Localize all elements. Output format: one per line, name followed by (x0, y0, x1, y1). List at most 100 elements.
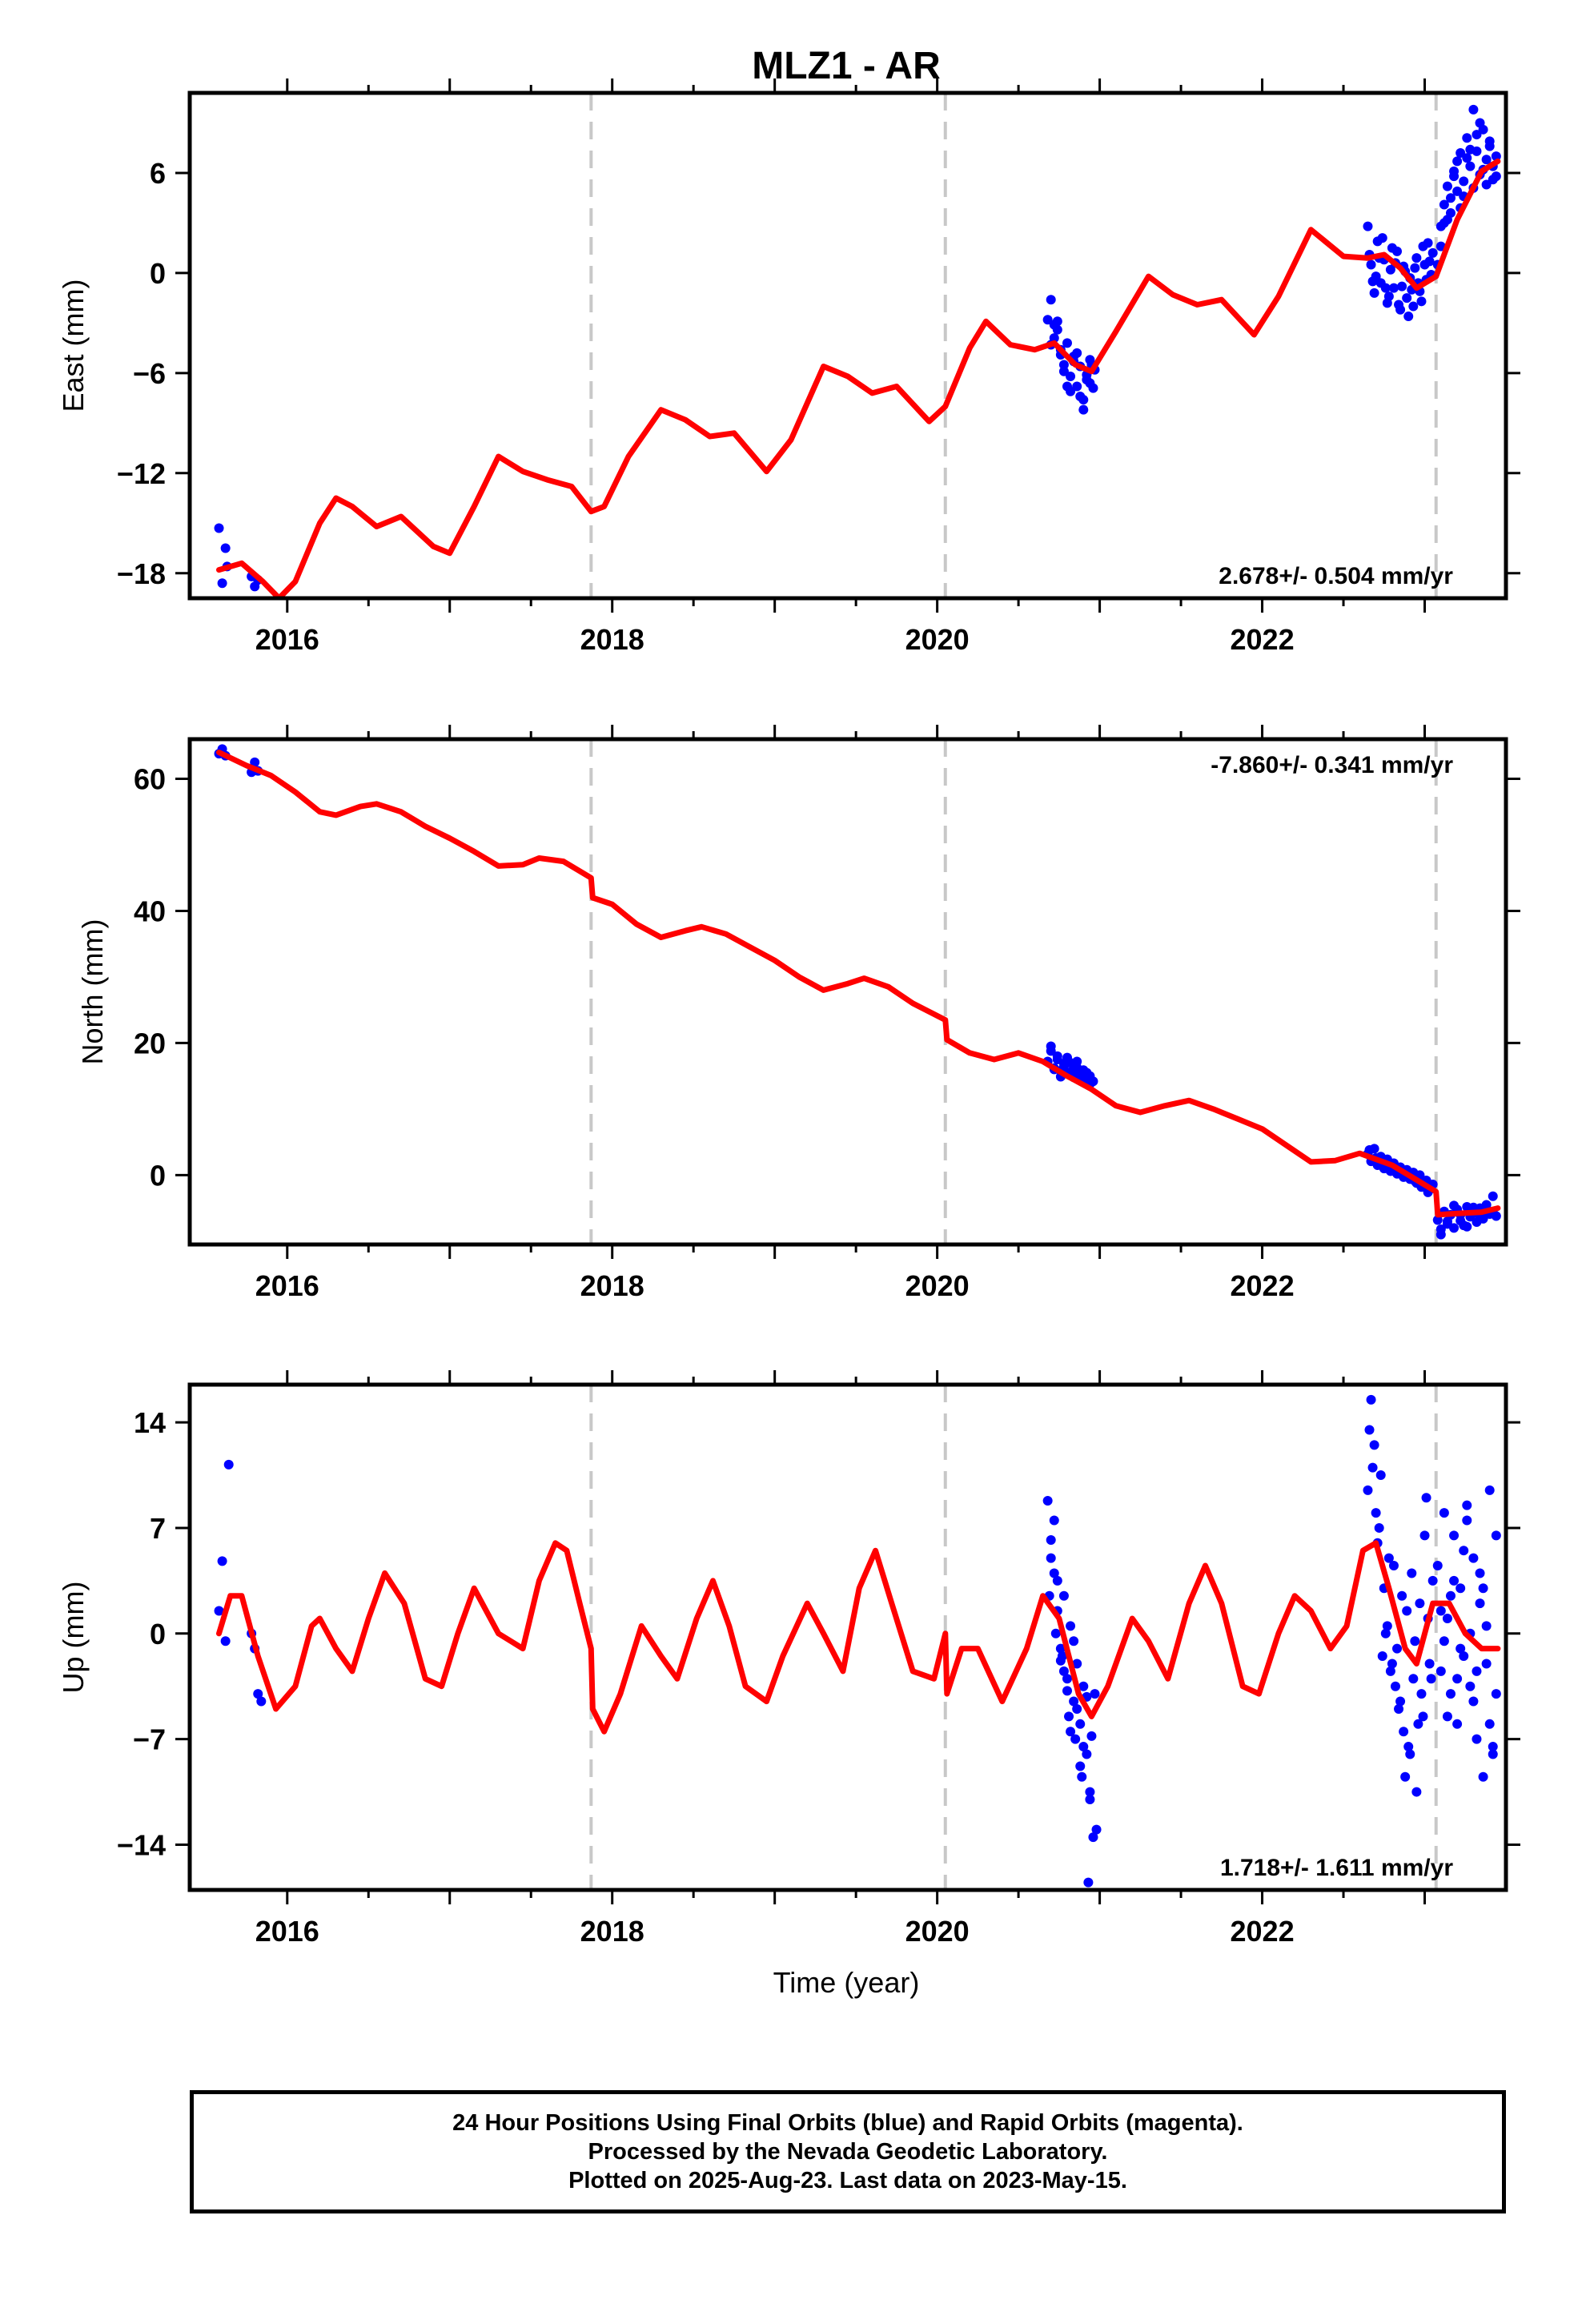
north-xtick-label: 2018 (580, 1269, 644, 1302)
up-xtick-label: 2016 (255, 1915, 319, 1948)
up-data-point (1380, 1628, 1391, 1638)
up-data-point (1478, 1583, 1488, 1594)
up-data-point (1075, 1761, 1086, 1771)
footer-box: 24 Hour Positions Using Final Orbits (bl… (190, 2090, 1506, 2213)
east-data-point (1403, 312, 1414, 322)
up-data-point (1400, 1771, 1411, 1782)
up-data-point (1481, 1659, 1492, 1669)
east-y-axis-label: East (mm) (57, 279, 90, 412)
up-data-point (1078, 1742, 1089, 1752)
north-data-point (1364, 1145, 1375, 1156)
up-data-point (1388, 1561, 1399, 1571)
up-data-point (1491, 1689, 1501, 1699)
east-data-point (1402, 293, 1412, 304)
up-data-point (1435, 1666, 1446, 1676)
north-xtick-label: 2016 (255, 1269, 319, 1302)
north-rate-label: -7.860+/- 0.341 mm/yr (1211, 752, 1453, 778)
north-data-point (1462, 1221, 1472, 1232)
up-data-point (1057, 1651, 1067, 1662)
up-ytick-label: 7 (150, 1512, 166, 1545)
east-data-point (1385, 264, 1395, 275)
east-data-point (1078, 404, 1089, 415)
east-data-point (1481, 155, 1492, 165)
up-rate-label: 1.718+/- 1.611 mm/yr (1220, 1855, 1453, 1881)
east-data-point (1472, 130, 1482, 140)
up-data-point (1385, 1666, 1395, 1676)
up-ytick-label: 0 (150, 1618, 166, 1651)
east-data-point (1427, 247, 1438, 258)
up-y-axis-label: Up (mm) (57, 1582, 90, 1694)
north-data-point (1442, 1216, 1452, 1227)
east-data-point (220, 543, 231, 553)
up-ytick-label: −7 (133, 1723, 166, 1756)
up-data-point (1062, 1674, 1072, 1684)
footer-line-orbits: 24 Hour Positions Using Final Orbits (bl… (452, 2110, 1243, 2136)
east-data-point (1049, 320, 1059, 330)
up-data-point (1382, 1621, 1392, 1631)
up-data-point (1456, 1583, 1466, 1594)
up-data-point (1419, 1530, 1430, 1541)
up-data-point (220, 1636, 231, 1647)
east-panel: 6 0 −6 −12 −18 2016 2018 2020 2022 East (mm) 2.678… (57, 78, 1520, 656)
east-data-point (1380, 283, 1391, 293)
up-data-point (1459, 1546, 1469, 1556)
up-data-point (1383, 1553, 1394, 1563)
up-data-point (1481, 1621, 1492, 1631)
up-data-point (1426, 1674, 1436, 1684)
up-data-point (1402, 1606, 1412, 1616)
east-data-point (1462, 133, 1472, 143)
up-data-point (1405, 1749, 1415, 1759)
north-ytick-label: 40 (134, 895, 166, 927)
chart-title: MLZ1 - AR (752, 45, 941, 87)
east-data-point (1416, 296, 1427, 307)
up-data-point (1069, 1636, 1079, 1647)
up-data-point (1449, 1575, 1460, 1586)
up-data-point (1066, 1727, 1076, 1737)
east-data-point (1046, 295, 1056, 305)
east-ytick-label: 6 (150, 157, 166, 190)
up-data-point (1432, 1561, 1443, 1571)
up-data-point (1367, 1462, 1378, 1473)
up-data-point (1449, 1530, 1460, 1541)
east-data-point (217, 578, 227, 589)
east-model-curve (216, 158, 1501, 598)
up-data-point (1472, 1734, 1482, 1744)
up-data-point (1472, 1666, 1482, 1676)
up-data-point (1452, 1719, 1463, 1729)
up-data-point (1369, 1440, 1379, 1450)
up-data-point (1390, 1681, 1400, 1691)
north-data-point (1488, 1191, 1498, 1201)
east-xtick-label: 2016 (255, 623, 319, 656)
up-axes-frame (187, 1382, 1508, 1892)
east-data-point (1066, 372, 1076, 382)
up-data-point (1407, 1568, 1417, 1578)
east-data-point (1456, 147, 1466, 158)
east-rate-label: 2.678+/- 0.504 mm/yr (1219, 563, 1453, 589)
up-data-point (1445, 1689, 1456, 1699)
east-data-point (1445, 193, 1456, 203)
east-data-point (1394, 300, 1404, 310)
up-xtick-label: 2022 (1231, 1915, 1295, 1948)
up-data-point (1399, 1727, 1409, 1737)
up-data-point (1491, 1530, 1501, 1541)
up-data-point (1439, 1508, 1449, 1518)
up-data-point (1459, 1651, 1469, 1662)
up-data-point (1078, 1681, 1089, 1691)
up-data-point (1415, 1598, 1425, 1609)
east-data-point (1491, 171, 1501, 182)
up-data-point (1377, 1651, 1387, 1662)
up-data-point (1066, 1621, 1076, 1631)
up-xtick-label: 2018 (580, 1915, 644, 1948)
east-data-point (1072, 348, 1082, 358)
up-data-point (1090, 1689, 1100, 1699)
east-xtick-label: 2022 (1231, 623, 1295, 656)
east-data-point (1367, 276, 1378, 287)
up-data-point (1465, 1681, 1476, 1691)
east-data-point (1481, 179, 1492, 190)
east-ytick-label: 0 (150, 257, 166, 290)
east-data-point (214, 523, 224, 533)
up-data-point (256, 1696, 267, 1707)
up-ytick-label: 14 (134, 1406, 166, 1439)
east-axes-frame (187, 90, 1508, 601)
